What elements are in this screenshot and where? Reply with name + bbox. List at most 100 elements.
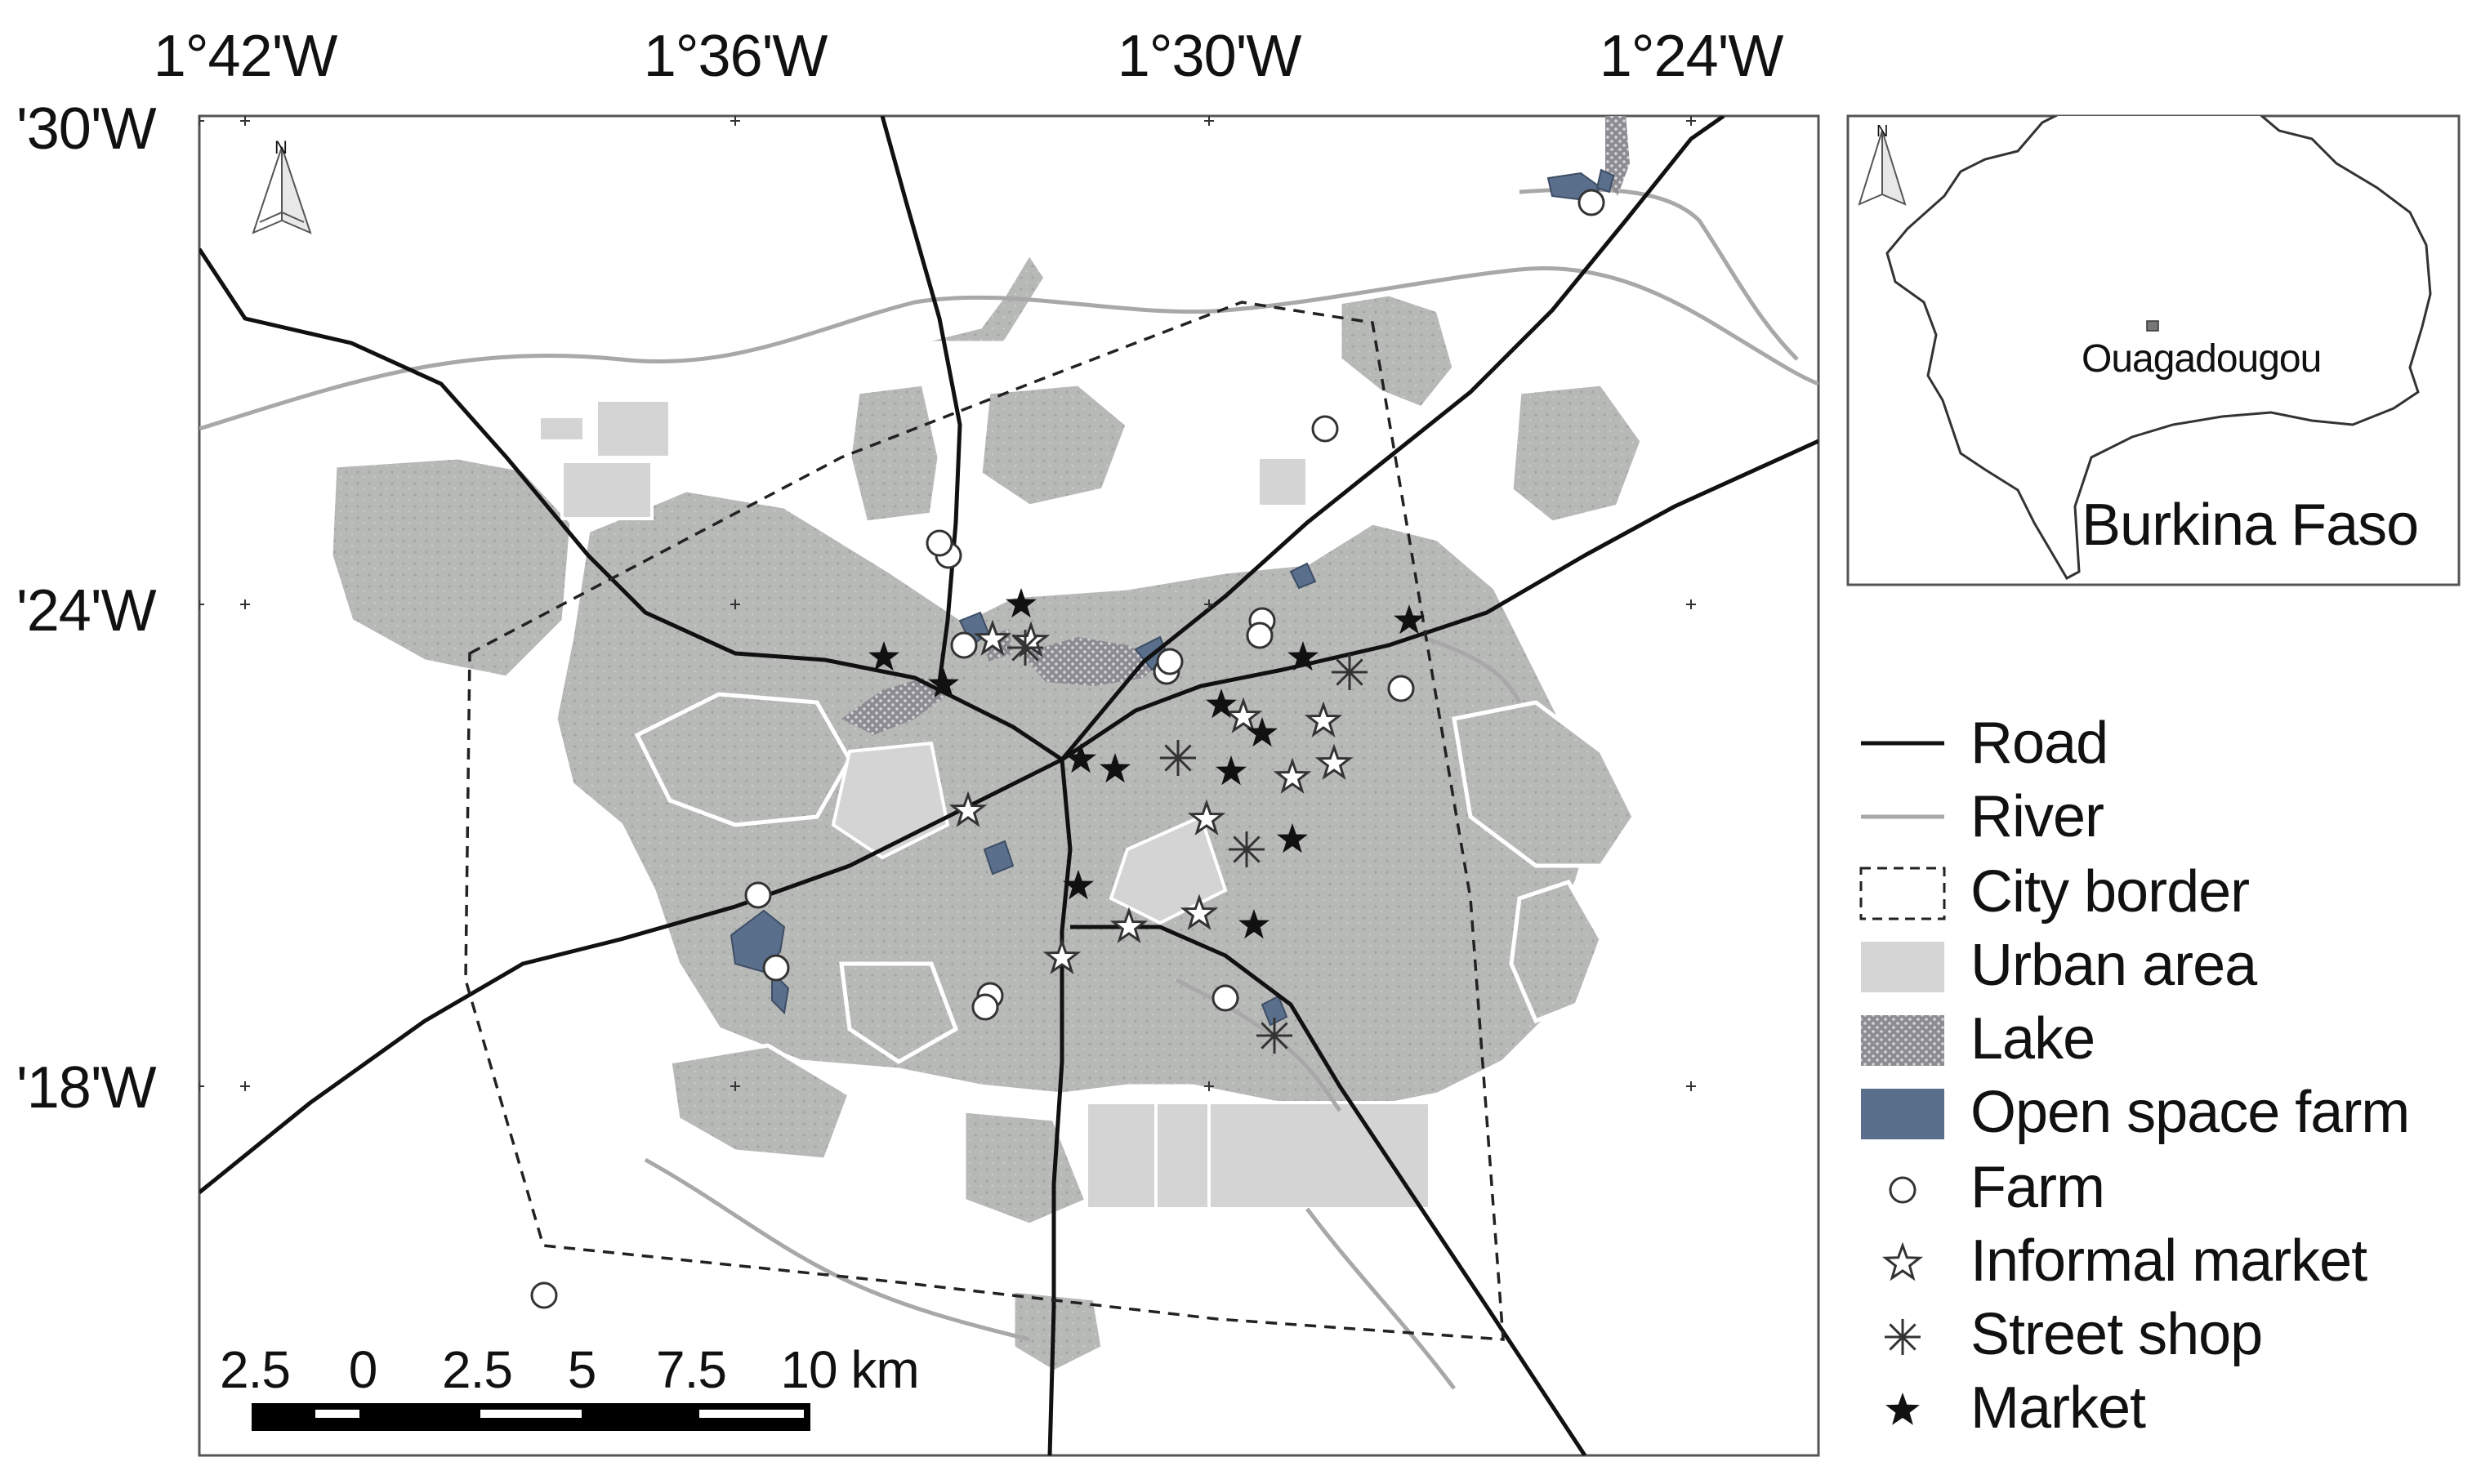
north-arrow-icon — [252, 146, 312, 234]
legend-label: Open space farm — [1970, 1080, 2410, 1145]
market-point — [1238, 909, 1270, 939]
legend-label: Market — [1970, 1375, 2146, 1441]
roads — [199, 116, 1818, 1455]
informal-market-point — [1304, 701, 1343, 738]
legend-label: Farm — [1970, 1155, 2105, 1220]
inset-city-label: Ouagadougou — [2082, 337, 2322, 381]
legend-urban-area-symbol — [1861, 942, 1944, 992]
informal-market-points — [948, 619, 1354, 974]
market-point — [1394, 604, 1425, 635]
scale-bar — [252, 1403, 810, 1431]
legend-market-symbol — [1885, 1393, 1920, 1425]
market-points — [868, 588, 1425, 939]
scale-label: 2.5 — [220, 1340, 291, 1399]
legend-street-shop-symbol — [1885, 1319, 1921, 1355]
market-point — [1277, 823, 1308, 853]
legend-item-lake: Lake — [1952, 1006, 2095, 1072]
informal-market-point — [1314, 743, 1354, 780]
legend-label: Informal market — [1970, 1228, 2367, 1294]
urban-light-zones — [538, 399, 1431, 1210]
burkina-faso-outline — [1885, 116, 2432, 581]
ouagadougou-marker — [2146, 320, 2159, 332]
farm-point — [1311, 415, 1339, 443]
lon-tick-label: 1°24'W — [1599, 24, 1784, 89]
lon-tick-label: 1°42'W — [153, 24, 338, 89]
informal-market-point — [973, 619, 1012, 656]
farm-point — [926, 529, 953, 557]
street-shop-point — [1160, 740, 1196, 776]
farm-point — [1211, 984, 1239, 1012]
legend-item-street-shop: Street shop — [1952, 1302, 2263, 1367]
legend-informal-market-symbol — [1881, 1241, 1924, 1281]
inset-north-label: N — [1876, 123, 1888, 140]
scale-label: 10 km — [780, 1340, 919, 1399]
legend-item-open-space-farm: Open space farm — [1952, 1080, 2410, 1145]
farm-point — [971, 993, 999, 1021]
lat-tick-label: '30'W — [16, 96, 157, 162]
street-shop-point — [1229, 831, 1265, 867]
urban-area — [328, 249, 1644, 1375]
farm-point — [1387, 675, 1415, 702]
legend-label: Lake — [1970, 1006, 2095, 1072]
street-shop-point — [1256, 1018, 1292, 1054]
market-point — [1100, 753, 1131, 783]
market-point — [1287, 641, 1319, 671]
legend-label: City border — [1970, 859, 2250, 925]
legend-symbols — [1859, 741, 1946, 1425]
lon-tick-label: 1°36'W — [643, 24, 828, 89]
legend-farm-symbol — [1889, 1176, 1917, 1204]
informal-market-point — [1042, 938, 1082, 974]
legend-lake-symbol — [1861, 1015, 1944, 1066]
legend-label: Street shop — [1970, 1302, 2263, 1367]
legend-item-river: River — [1952, 784, 2104, 849]
legend-item-road: Road — [1952, 711, 2108, 776]
informal-market-point — [948, 791, 988, 827]
inset-north-arrow-icon — [1858, 130, 1907, 206]
market-point — [1065, 743, 1096, 773]
market-point — [1006, 588, 1037, 618]
farm-point — [950, 631, 978, 659]
informal-market-point — [1187, 799, 1226, 836]
farm-point — [744, 881, 772, 909]
legend-label: Urban area — [1970, 933, 2257, 998]
legend-label: Road — [1970, 711, 2108, 776]
market-point — [928, 668, 959, 698]
street-shop-point — [1332, 654, 1368, 690]
farm-point — [1246, 622, 1274, 649]
market-point — [1216, 755, 1247, 786]
legend-city-border-symbol — [1859, 867, 1946, 920]
farm-point — [530, 1281, 558, 1309]
scale-label: 7.5 — [656, 1340, 727, 1399]
scale-label: 2.5 — [442, 1340, 513, 1399]
lon-tick-label: 1°30'W — [1117, 24, 1302, 89]
legend-item-informal-market: Informal market — [1952, 1228, 2367, 1294]
street-shop-points — [1007, 630, 1368, 1054]
legend-item-farm: Farm — [1952, 1155, 2105, 1220]
city-border — [464, 301, 1505, 1341]
legend-item-market: Market — [1952, 1375, 2146, 1441]
lat-tick-label: '24'W — [16, 578, 157, 644]
lat-tick-label: '18'W — [16, 1055, 157, 1121]
inset-country-label: Burkina Faso — [2082, 492, 2419, 558]
north-label: N — [274, 137, 288, 158]
informal-market-point — [1224, 697, 1263, 733]
street-shop-point — [1007, 630, 1043, 666]
farm-point — [762, 954, 790, 982]
scale-label: 5 — [567, 1340, 597, 1399]
scale-label: 0 — [348, 1340, 378, 1399]
legend-open-space-farm-symbol — [1861, 1089, 1944, 1139]
farm-point — [1156, 648, 1184, 675]
graticule-ticks — [199, 116, 1696, 1091]
market-point — [868, 641, 899, 671]
farm-points — [530, 189, 1605, 1309]
market-point — [1206, 689, 1237, 719]
informal-market-point — [1273, 757, 1312, 794]
legend-item-city-border: City border — [1952, 859, 2250, 925]
informal-market-point — [1180, 894, 1219, 930]
market-point — [1063, 870, 1094, 900]
market-point — [1247, 717, 1278, 747]
legend-item-urban-area: Urban area — [1952, 933, 2257, 998]
informal-market-point — [1109, 907, 1149, 943]
legend-label: River — [1970, 784, 2104, 849]
